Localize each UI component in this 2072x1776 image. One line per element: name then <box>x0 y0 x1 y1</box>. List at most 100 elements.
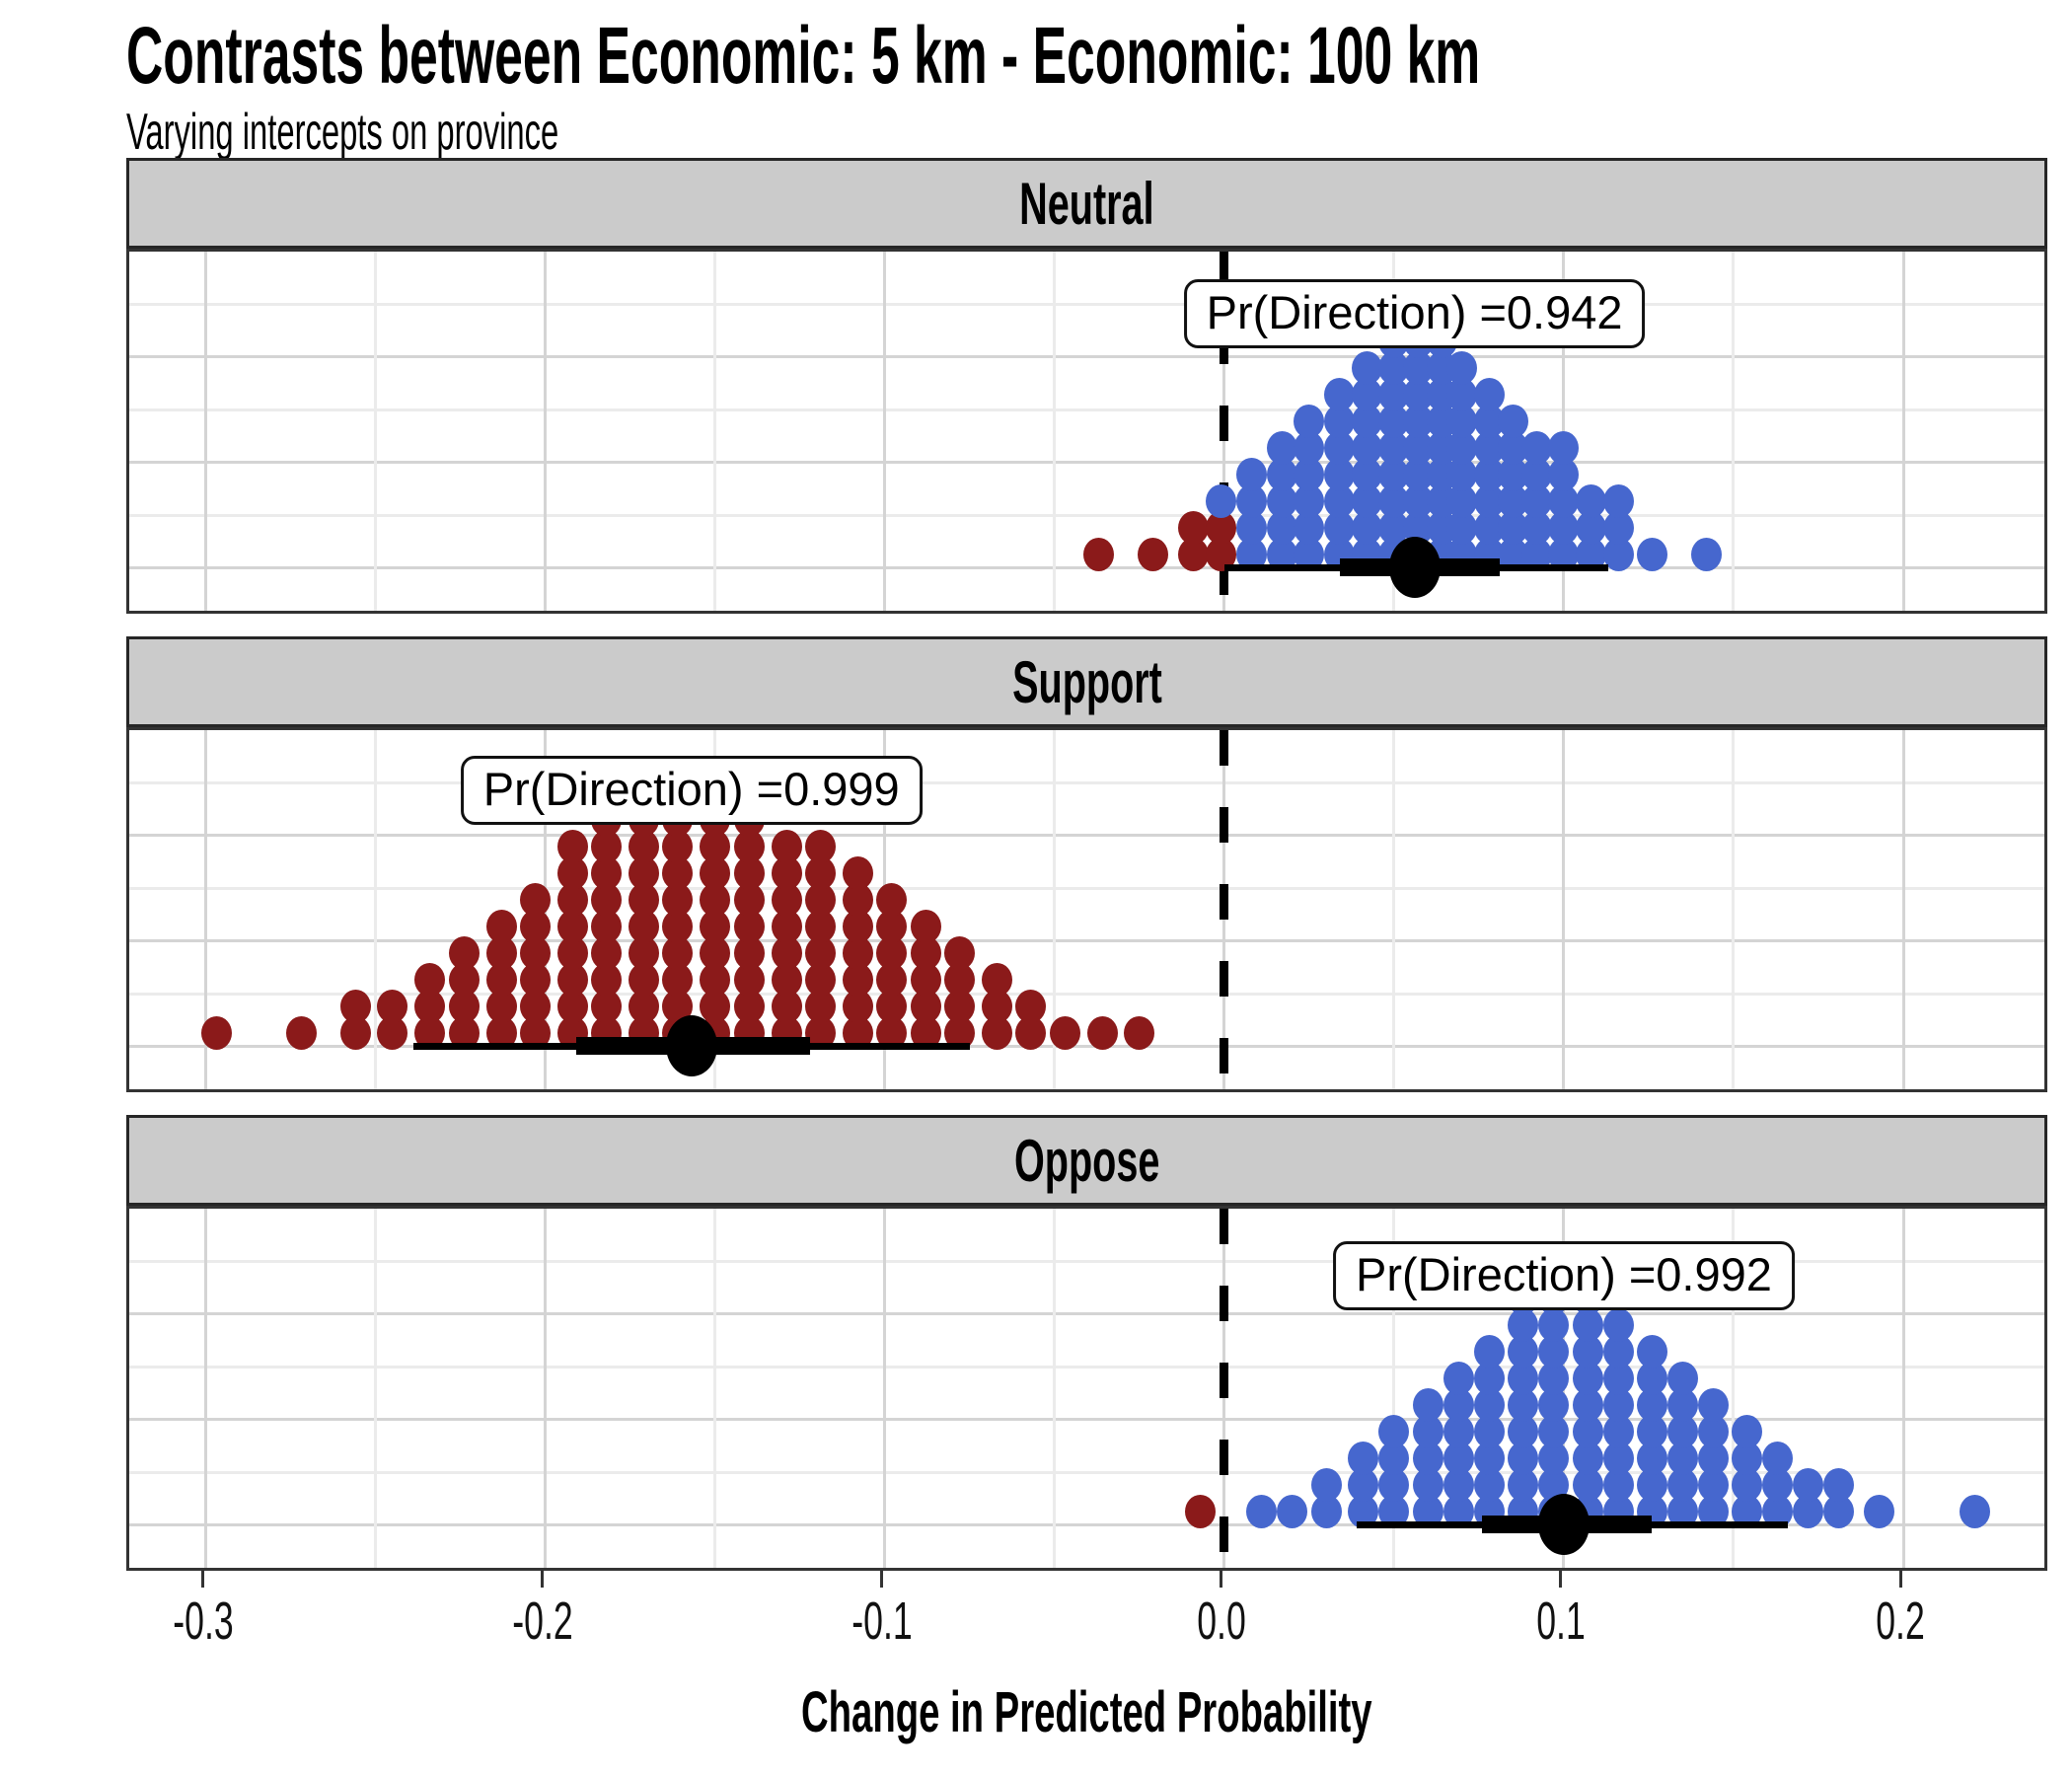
v-gridline-major <box>204 1209 208 1568</box>
x-tick-mark <box>880 1571 884 1588</box>
h-gridline <box>129 1418 2044 1421</box>
v-gridline-major <box>1901 1209 1905 1568</box>
draw-dot-negative <box>485 910 517 943</box>
draw-dot-negative <box>1138 538 1169 571</box>
x-tick-mark <box>1220 1571 1223 1588</box>
draw-dot-positive <box>1497 405 1528 438</box>
h-gridline <box>129 1365 2044 1369</box>
facet-strip-oppose: Oppose <box>126 1115 2047 1206</box>
v-gridline-major <box>1562 730 1566 1089</box>
draw-dot-positive <box>1348 1442 1379 1475</box>
v-gridline-minor <box>1392 1209 1396 1568</box>
draw-dot-negative <box>876 883 908 917</box>
draw-dot-negative <box>842 856 873 890</box>
draw-dot-positive <box>1266 431 1297 465</box>
draw-dot-positive <box>1636 1335 1667 1369</box>
v-gridline-major <box>1901 252 1905 611</box>
draw-dot-negative <box>414 963 446 997</box>
facet-strip-neutral: Neutral <box>126 158 2047 249</box>
draw-dot-positive <box>1636 538 1667 571</box>
x-tick-label-text: -0.3 <box>173 1591 234 1651</box>
v-gridline-minor <box>374 252 378 611</box>
draw-dot-negative <box>1049 1016 1080 1050</box>
zero-reference-line <box>1220 252 1229 611</box>
chart-title: Contrasts between Economic: 5 km - Econo… <box>126 11 1481 101</box>
draw-dot-positive <box>1310 1468 1342 1502</box>
draw-dot-positive <box>1351 351 1382 385</box>
v-gridline-major <box>1901 730 1905 1089</box>
draw-dot-negative <box>944 936 976 970</box>
zero-reference-line <box>1220 730 1229 1089</box>
facet-strip-label: Neutral <box>1019 170 1154 237</box>
draw-dot-positive <box>1602 484 1634 518</box>
draw-dot-positive <box>1324 378 1356 411</box>
v-gridline-minor <box>713 252 717 611</box>
v-gridline-major <box>204 252 208 611</box>
x-tick-label-text: 0.2 <box>1876 1591 1925 1651</box>
h-gridline <box>129 1045 2044 1048</box>
draw-dot-negative <box>339 990 371 1023</box>
x-tick-label: -0.1 <box>836 1591 927 1652</box>
draw-dot-positive <box>1412 1388 1443 1422</box>
draw-dot-negative <box>1124 1016 1155 1050</box>
draw-dot-positive <box>1697 1388 1729 1422</box>
v-gridline-minor <box>1392 730 1396 1089</box>
draw-dot-negative <box>1015 990 1047 1023</box>
h-gridline <box>129 1523 2044 1526</box>
v-gridline-minor <box>374 730 378 1089</box>
x-tick-mark <box>541 1571 545 1588</box>
draw-dot-negative <box>1083 538 1115 571</box>
draw-dot-negative <box>981 963 1012 997</box>
x-tick-label: 0.2 <box>1863 1591 1937 1652</box>
v-gridline-major <box>544 252 548 611</box>
draw-dot-negative <box>556 830 588 863</box>
h-gridline <box>129 302 2044 306</box>
h-gridline <box>129 513 2044 517</box>
facet-strip-support: Support <box>126 636 2047 727</box>
x-tick-label-text: -0.2 <box>512 1591 573 1651</box>
v-gridline-major <box>544 1209 548 1568</box>
draw-dot-positive <box>1277 1495 1308 1528</box>
draw-dot-positive <box>1793 1468 1824 1502</box>
draw-dot-positive <box>1575 484 1606 518</box>
x-tick-mark <box>1559 1571 1563 1588</box>
draw-dot-positive <box>1959 1495 1990 1528</box>
draw-dot-negative <box>1178 511 1210 545</box>
v-gridline-major <box>883 252 887 611</box>
v-gridline-minor <box>1732 1209 1736 1568</box>
panel-support: Pr(Direction) =0.999 <box>126 727 2047 1092</box>
h-gridline <box>129 1470 2044 1474</box>
draw-dot-positive <box>1443 1362 1474 1395</box>
x-tick-label: 0.0 <box>1184 1591 1258 1652</box>
v-gridline-major <box>883 1209 887 1568</box>
x-tick-label: 0.1 <box>1523 1591 1597 1652</box>
draw-dot-positive <box>1205 484 1236 518</box>
h-gridline <box>129 834 2044 837</box>
draw-dot-positive <box>1235 458 1267 491</box>
h-gridline <box>129 939 2044 942</box>
median-point <box>665 1015 717 1076</box>
draw-dot-negative <box>519 883 551 917</box>
draw-dot-negative <box>285 1016 317 1050</box>
x-tick-label-text: -0.1 <box>851 1591 913 1651</box>
draw-dot-negative <box>1185 1495 1217 1528</box>
draw-dot-positive <box>1548 431 1580 465</box>
v-gridline-minor <box>1053 1209 1057 1568</box>
draw-dot-negative <box>804 830 836 863</box>
draw-dot-positive <box>1666 1362 1698 1395</box>
v-gridline-minor <box>1053 252 1057 611</box>
h-gridline <box>129 1259 2044 1263</box>
v-gridline-minor <box>713 1209 717 1568</box>
draw-dot-positive <box>1378 1415 1410 1448</box>
draw-dot-positive <box>1473 1335 1505 1369</box>
v-gridline-minor <box>1732 252 1736 611</box>
pr-direction-label-support: Pr(Direction) =0.999 <box>460 756 923 825</box>
facet-strip-label: Support <box>1011 648 1162 715</box>
facet-strip-label: Oppose <box>1013 1127 1160 1194</box>
panel-oppose: Pr(Direction) =0.992 <box>126 1206 2047 1571</box>
zero-reference-line <box>1220 1209 1229 1568</box>
median-point <box>1388 537 1441 598</box>
x-tick-mark <box>1898 1571 1902 1588</box>
panel-neutral: Pr(Direction) =0.942 <box>126 249 2047 614</box>
